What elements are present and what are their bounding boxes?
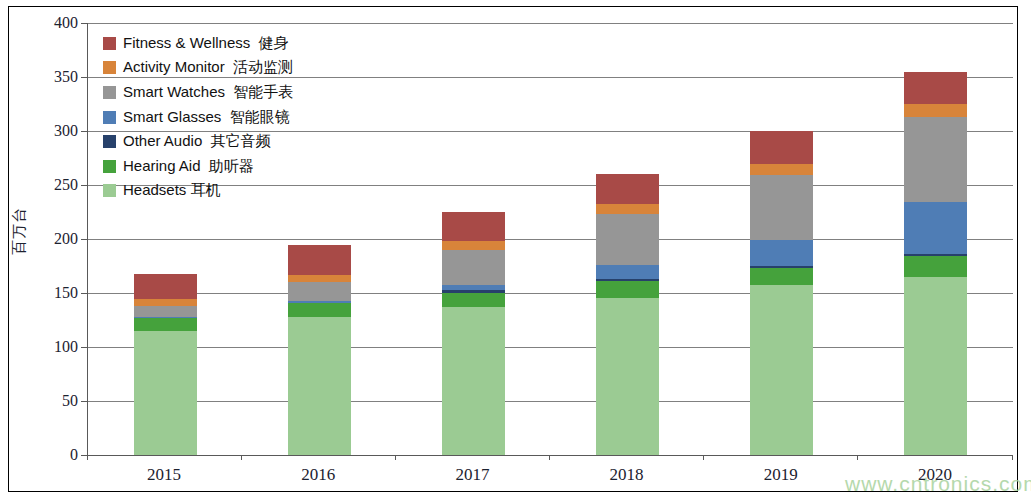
bar-2017-headsets <box>442 307 505 455</box>
bar-2020-activity-monitor <box>904 104 967 117</box>
legend-label: Hearing Aid 助听器 <box>123 157 254 176</box>
bar-2020-headsets <box>904 277 967 455</box>
bar-2018-other-audio <box>596 279 659 281</box>
y-tick-label-200: 200 <box>30 230 78 248</box>
legend-label: Smart Glasses 智能眼镜 <box>123 108 290 127</box>
bar-2015-smart-watches <box>134 306 197 317</box>
bar-2019-smart-watches <box>750 175 813 240</box>
legend-label: Headsets 耳机 <box>123 181 221 200</box>
legend-label: Fitness & Wellness 健身 <box>123 34 289 53</box>
x-axis-label-2019: 2019 <box>736 465 826 485</box>
wearables-stacked-bar-chart: 百万台 0 50 100 150 200 250 300 350 400 2015 2016 201… <box>0 0 1031 503</box>
legend-item-hearing-aid: Hearing Aid 助听器 <box>103 154 293 179</box>
bar-2016-hearing-aid <box>288 303 351 317</box>
bar-2015-fitness-wellness <box>134 274 197 300</box>
legend-item-fitness-wellness: Fitness & Wellness 健身 <box>103 31 293 56</box>
bar-2020-other-audio <box>904 254 967 256</box>
legend: Fitness & Wellness 健身 Activity Monitor 活动… <box>103 31 293 203</box>
bar-2017-hearing-aid <box>442 293 505 307</box>
legend-label: Activity Monitor 活动监测 <box>123 58 293 77</box>
bar-2019-fitness-wellness <box>750 131 813 164</box>
bar-2019-hearing-aid <box>750 268 813 285</box>
y-tick-label-50: 50 <box>30 392 78 410</box>
bar-2019-headsets <box>750 285 813 455</box>
y-tick-label-0: 0 <box>30 446 78 464</box>
x-tick-mark-1 <box>241 455 242 460</box>
bar-2016-headsets <box>288 317 351 455</box>
bar-2015-headsets <box>134 331 197 455</box>
legend-label: Other Audio 其它音频 <box>123 132 271 151</box>
legend-item-headsets: Headsets 耳机 <box>103 179 293 204</box>
gridline-200 <box>88 239 1013 240</box>
gridline-100 <box>88 347 1013 348</box>
bar-2018-smart-glasses <box>596 265 659 279</box>
legend-label: Smart Watches 智能手表 <box>123 83 293 102</box>
bar-2019-smart-glasses <box>750 240 813 266</box>
gridline-400 <box>88 23 1013 24</box>
legend-item-smart-glasses: Smart Glasses 智能眼镜 <box>103 105 293 130</box>
legend-item-other-audio: Other Audio 其它音频 <box>103 129 293 154</box>
gridline-150 <box>88 293 1013 294</box>
x-axis-label-2018: 2018 <box>582 465 672 485</box>
y-axis-title: 百万台 <box>10 207 29 255</box>
x-tick-mark-6 <box>1012 455 1013 460</box>
x-tick-mark-4 <box>703 455 704 460</box>
bar-2017-smart-watches <box>442 250 505 286</box>
bar-2016-smart-watches <box>288 282 351 300</box>
bar-2020-hearing-aid <box>904 256 967 277</box>
legend-swatch <box>103 86 116 99</box>
y-tick-label-150: 150 <box>30 284 78 302</box>
bar-2017-other-audio <box>442 290 505 293</box>
bar-2020-smart-glasses <box>904 202 967 254</box>
bar-2015-activity-monitor <box>134 299 197 305</box>
legend-swatch <box>103 184 116 197</box>
bar-2018-headsets <box>596 298 659 455</box>
y-tick-label-250: 250 <box>30 176 78 194</box>
bar-2017-smart-glasses <box>442 285 505 289</box>
bar-2015-smart-glasses <box>134 317 197 318</box>
legend-swatch <box>103 135 116 148</box>
bar-2017-activity-monitor <box>442 241 505 250</box>
x-axis-label-2015: 2015 <box>119 465 209 485</box>
bar-2017-fitness-wellness <box>442 212 505 241</box>
x-tick-mark-3 <box>549 455 550 460</box>
y-tick-label-300: 300 <box>30 122 78 140</box>
legend-swatch <box>103 37 116 50</box>
legend-swatch <box>103 61 116 74</box>
bar-2019-other-audio <box>750 266 813 268</box>
legend-swatch <box>103 160 116 173</box>
x-tick-mark-0 <box>87 455 88 460</box>
bar-2020-smart-watches <box>904 117 967 202</box>
watermark: www.cntronics.com <box>845 472 1031 496</box>
bar-2018-fitness-wellness <box>596 174 659 204</box>
bar-2018-smart-watches <box>596 214 659 265</box>
bar-2016-smart-glasses <box>288 301 351 303</box>
bar-2016-fitness-wellness <box>288 245 351 274</box>
x-axis-label-2016: 2016 <box>273 465 363 485</box>
y-tick-label-400: 400 <box>30 14 78 32</box>
legend-item-activity-monitor: Activity Monitor 活动监测 <box>103 56 293 81</box>
bar-2018-hearing-aid <box>596 281 659 298</box>
x-tick-mark-5 <box>857 455 858 460</box>
x-axis-label-2017: 2017 <box>427 465 517 485</box>
bar-2020-fitness-wellness <box>904 72 967 104</box>
x-tick-mark-2 <box>395 455 396 460</box>
gridline-50 <box>88 401 1013 402</box>
bar-2015-hearing-aid <box>134 318 197 331</box>
bar-2018-activity-monitor <box>596 204 659 214</box>
bar-2016-activity-monitor <box>288 275 351 283</box>
y-tick-label-350: 350 <box>30 68 78 86</box>
y-tick-label-100: 100 <box>30 338 78 356</box>
legend-swatch <box>103 111 116 124</box>
bar-2019-activity-monitor <box>750 164 813 175</box>
legend-item-smart-watches: Smart Watches 智能手表 <box>103 80 293 105</box>
